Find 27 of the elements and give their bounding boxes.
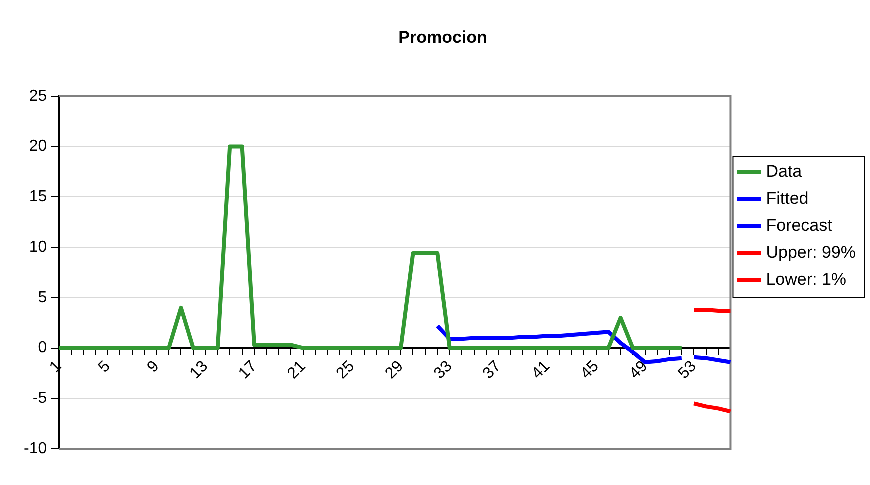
legend-label: Upper: 99% [766,243,856,262]
y-tick-label: -10 [24,440,48,458]
x-tick-label: 29 [382,358,408,383]
y-tick-label: 0 [38,340,48,357]
y-tick-label: 5 [38,289,48,306]
y-tick-label: 10 [29,238,48,256]
y-tick-label: -5 [32,390,48,408]
y-tick-label: 25 [29,88,48,105]
x-tick-label: 17 [236,358,261,383]
x-tick-label: 33 [431,358,456,383]
chart-title: Promocion [398,28,488,47]
x-tick-label: 45 [578,358,602,383]
x-tick-label: 49 [626,358,652,383]
x-tick-label: 41 [528,358,554,383]
x-tick-label: 53 [675,358,700,383]
legend-label: Forecast [766,216,833,236]
legend-label: Data [766,162,803,182]
legend-label: Fitted [766,189,809,208]
y-tick-label: 15 [29,188,48,206]
x-tick-label: 13 [186,358,212,383]
x-tick-label: 25 [334,358,358,383]
x-tick-label: 5 [96,358,114,376]
y-tick-label: 20 [29,138,48,156]
legend-label: Lower: 1% [766,270,847,290]
x-tick-label: 21 [284,358,310,383]
x-tick-label: 37 [480,358,505,383]
x-tick-label: 9 [144,358,163,376]
